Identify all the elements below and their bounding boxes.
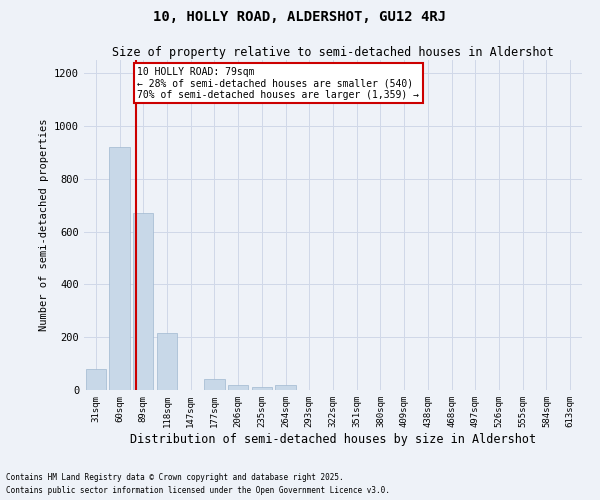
Y-axis label: Number of semi-detached properties: Number of semi-detached properties (38, 118, 49, 331)
Text: 10 HOLLY ROAD: 79sqm
← 28% of semi-detached houses are smaller (540)
70% of semi: 10 HOLLY ROAD: 79sqm ← 28% of semi-detac… (137, 66, 419, 100)
Title: Size of property relative to semi-detached houses in Aldershot: Size of property relative to semi-detach… (112, 46, 554, 59)
Bar (252, 388, 272, 390)
Text: 10, HOLLY ROAD, ALDERSHOT, GU12 4RJ: 10, HOLLY ROAD, ALDERSHOT, GU12 4RJ (154, 10, 446, 24)
Text: Contains HM Land Registry data © Crown copyright and database right 2025.
Contai: Contains HM Land Registry data © Crown c… (6, 474, 390, 495)
Bar (133, 213, 154, 390)
Bar (86, 369, 106, 390)
Bar (157, 333, 177, 390)
Bar (275, 384, 296, 390)
X-axis label: Distribution of semi-detached houses by size in Aldershot: Distribution of semi-detached houses by … (130, 432, 536, 446)
Bar (205, 380, 224, 390)
Bar (109, 147, 130, 390)
Bar (228, 384, 248, 390)
